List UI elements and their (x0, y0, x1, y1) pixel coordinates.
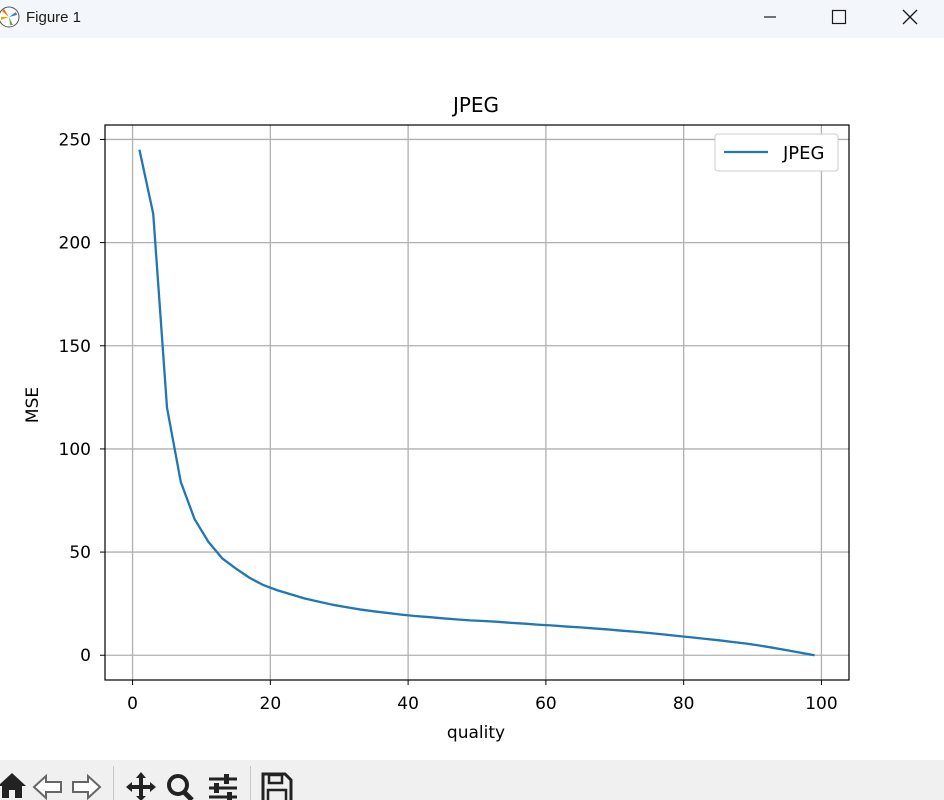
grid-lines (105, 125, 849, 680)
save-icon[interactable] (258, 766, 294, 800)
close-icon (902, 9, 918, 25)
matplotlib-icon (0, 6, 20, 28)
y-axis-label: MSE (23, 387, 43, 423)
maximize-button[interactable] (809, 0, 869, 34)
x-tick-label: 20 (260, 694, 282, 714)
maximize-icon (831, 9, 847, 25)
close-button[interactable] (880, 0, 940, 34)
minimize-button[interactable] (740, 0, 800, 34)
window-title: Figure 1 (26, 9, 82, 26)
legend-label: JPEG (782, 143, 824, 164)
y-tick-label: 250 (59, 130, 91, 150)
figure-canvas: JPEG 0 20 40 60 80 100 0 50 100 150 200 250 quality… (0, 38, 944, 760)
toolbar-separator (113, 766, 114, 800)
y-tick-label: 100 (59, 440, 91, 460)
legend-box (714, 133, 839, 172)
y-tick-label: 150 (59, 337, 91, 357)
configure-subplots-icon[interactable] (204, 766, 240, 800)
y-tick-label: 0 (80, 646, 91, 666)
series-line-jpeg (138, 149, 815, 657)
x-tick-label: 80 (673, 694, 695, 714)
series-layer (138, 149, 815, 657)
toolbar-separator (250, 766, 251, 800)
y-tick-label: 50 (69, 543, 91, 563)
line-chart: JPEG 0 20 40 60 80 100 0 50 100 150 200 250 quality… (23, 93, 850, 743)
back-icon[interactable] (30, 766, 66, 800)
x-axis-label: quality (447, 723, 505, 743)
x-tick-label: 0 (127, 694, 138, 714)
home-icon[interactable] (0, 766, 30, 800)
zoom-icon[interactable] (162, 766, 198, 800)
x-tick-label: 100 (805, 694, 837, 714)
pan-icon[interactable] (123, 766, 159, 800)
chart-title: JPEG (451, 93, 499, 117)
axis-ticks: 0 20 40 60 80 100 0 50 100 150 200 250 (59, 130, 838, 714)
x-tick-label: 60 (535, 694, 557, 714)
window-titlebar: Figure 1 (0, 0, 944, 38)
y-tick-label: 200 (59, 234, 91, 254)
legend: JPEG (714, 133, 839, 172)
navigation-toolbar (0, 760, 944, 800)
minimize-icon (764, 16, 776, 18)
forward-icon[interactable] (68, 766, 104, 800)
x-tick-label: 40 (397, 694, 419, 714)
plot-frame (104, 124, 850, 681)
